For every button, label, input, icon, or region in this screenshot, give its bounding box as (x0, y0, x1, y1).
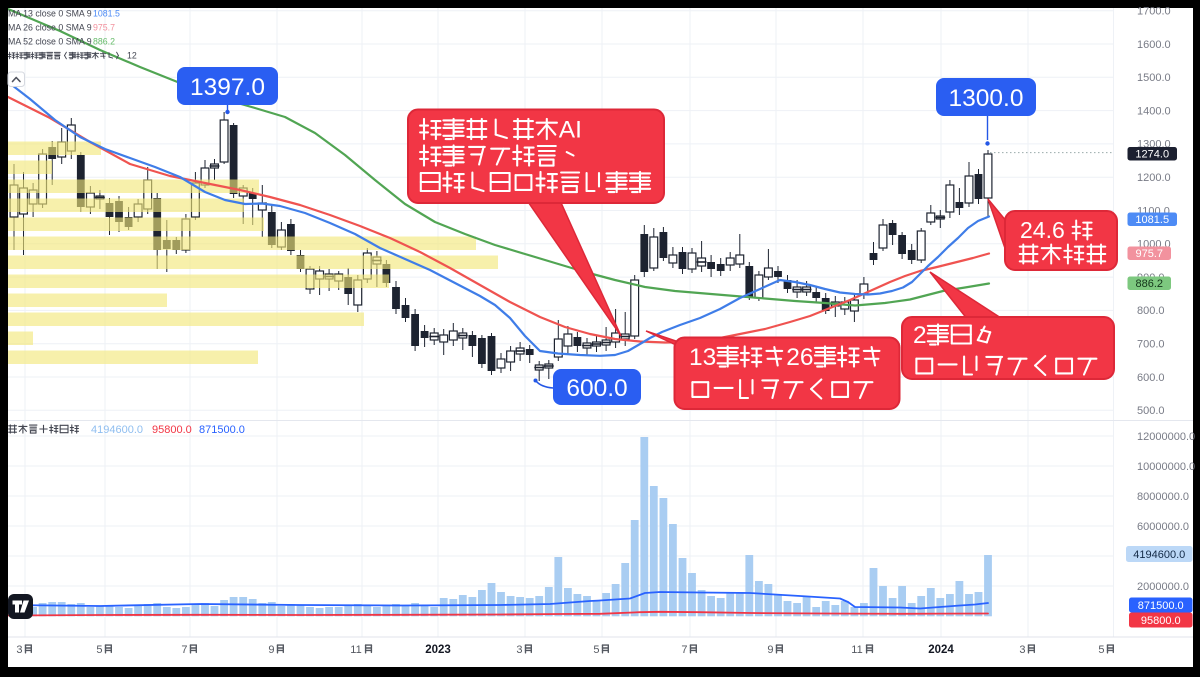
svg-text:871500.0: 871500.0 (1138, 600, 1184, 612)
svg-text:12: 12 (127, 51, 137, 61)
svg-text:800.0: 800.0 (1137, 305, 1165, 317)
svg-text:8000000.0: 8000000.0 (1137, 491, 1189, 503)
svg-text:95800.0: 95800.0 (1141, 615, 1181, 627)
svg-text:4194600.0: 4194600.0 (91, 424, 143, 436)
svg-text:10000000.0: 10000000.0 (1137, 461, 1195, 473)
svg-text:1400.0: 1400.0 (1137, 105, 1171, 117)
svg-text:1600.0: 1600.0 (1137, 39, 1171, 51)
svg-text:26: 26 (786, 344, 813, 371)
svg-text:886.2: 886.2 (1135, 278, 1163, 290)
svg-text:1274.0: 1274.0 (1135, 149, 1169, 161)
svg-text:3: 3 (516, 644, 522, 656)
svg-text:600.0: 600.0 (1137, 372, 1165, 384)
svg-text:975.7: 975.7 (93, 23, 115, 33)
svg-text:871500.0: 871500.0 (199, 424, 245, 436)
svg-text:3: 3 (16, 644, 22, 656)
svg-text:9: 9 (767, 644, 773, 656)
svg-text:6000000.0: 6000000.0 (1137, 521, 1189, 533)
svg-text:13: 13 (689, 344, 716, 371)
svg-text:700.0: 700.0 (1137, 339, 1165, 351)
svg-text:5: 5 (96, 644, 102, 656)
svg-text:11: 11 (350, 644, 361, 656)
svg-text:500.0: 500.0 (1137, 405, 1165, 417)
svg-text:975.7: 975.7 (1135, 248, 1163, 260)
svg-text:2024: 2024 (928, 644, 954, 656)
svg-text:MA 26 close 0 SMA 9: MA 26 close 0 SMA 9 (8, 23, 92, 33)
svg-text:2023: 2023 (425, 644, 451, 656)
svg-text:AI: AI (559, 116, 582, 143)
svg-text:1200.0: 1200.0 (1137, 172, 1171, 184)
svg-text:1300.0: 1300.0 (949, 85, 1024, 112)
svg-text:12000000.0: 12000000.0 (1137, 431, 1195, 443)
svg-text:5: 5 (1098, 644, 1104, 656)
svg-text:1081.5: 1081.5 (93, 9, 120, 19)
svg-text:4194600.0: 4194600.0 (1133, 549, 1185, 561)
svg-text:1081.5: 1081.5 (1135, 214, 1169, 226)
svg-text:24.6: 24.6 (1020, 217, 1065, 243)
svg-text:5: 5 (593, 644, 599, 656)
svg-text:95800.0: 95800.0 (152, 424, 192, 436)
svg-text:MA 13 close 0 SMA 9: MA 13 close 0 SMA 9 (8, 9, 92, 19)
svg-text:600.0: 600.0 (566, 375, 627, 402)
svg-text:1700.0: 1700.0 (1137, 6, 1171, 18)
svg-text:MA 52 close 0 SMA 9: MA 52 close 0 SMA 9 (8, 37, 92, 47)
svg-text:2000000.0: 2000000.0 (1137, 581, 1189, 593)
svg-text:9: 9 (268, 644, 274, 656)
svg-text:7: 7 (681, 644, 687, 656)
svg-text:3: 3 (1019, 644, 1025, 656)
svg-text:1397.0: 1397.0 (190, 74, 265, 101)
svg-text:886.2: 886.2 (93, 37, 115, 47)
svg-text:1500.0: 1500.0 (1137, 72, 1171, 84)
svg-text:7: 7 (181, 644, 187, 656)
svg-text:2: 2 (913, 322, 927, 349)
svg-text:11: 11 (851, 644, 862, 656)
